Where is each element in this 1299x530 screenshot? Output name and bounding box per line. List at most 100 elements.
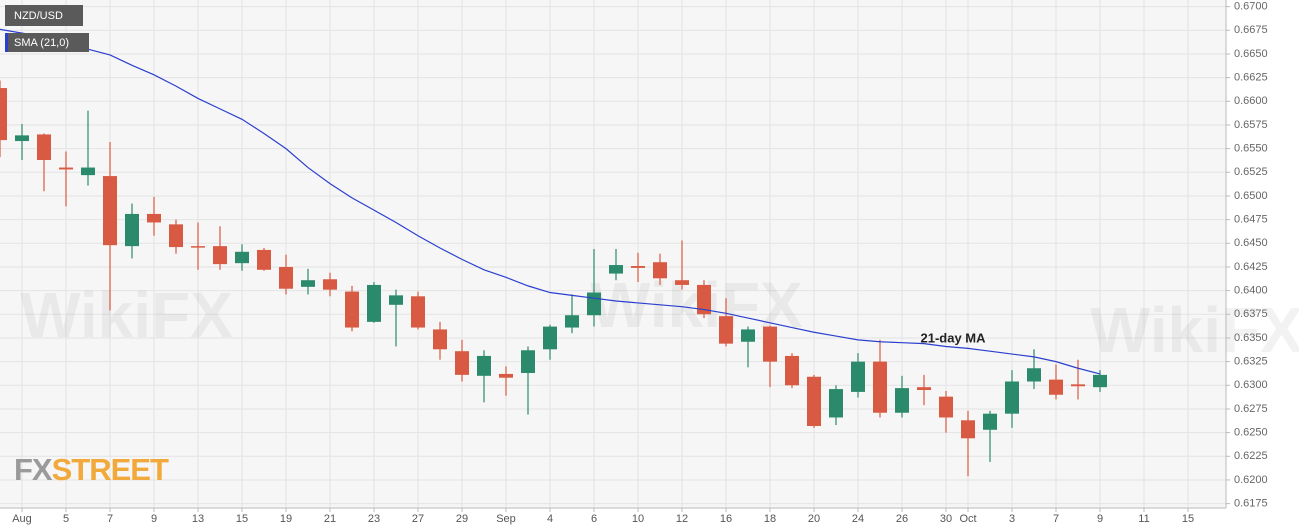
candle-body bbox=[477, 355, 491, 376]
marks bbox=[0, 28, 1107, 477]
candle-body bbox=[653, 262, 667, 279]
candle-body bbox=[81, 167, 95, 176]
candle-body bbox=[367, 284, 381, 322]
candle-body bbox=[191, 246, 205, 248]
plot-background bbox=[0, 0, 1226, 508]
y-tick-label: 0.6425 bbox=[1234, 261, 1268, 273]
x-tick-label: Oct bbox=[959, 513, 976, 525]
y-tick-label: 0.6475 bbox=[1234, 214, 1268, 226]
x-tick-label: 12 bbox=[676, 513, 688, 525]
logo-part: FX bbox=[14, 452, 53, 487]
candle-body bbox=[1093, 374, 1107, 388]
candle-body bbox=[785, 355, 799, 386]
candle-body bbox=[1027, 368, 1041, 382]
annotation: 21-day MA bbox=[920, 330, 986, 345]
x-tick-label: 6 bbox=[591, 513, 597, 525]
candle-body bbox=[807, 376, 821, 426]
candle-body bbox=[411, 296, 425, 328]
x-tick-label: 7 bbox=[107, 513, 113, 525]
logo-part: STREET bbox=[52, 452, 169, 487]
y-tick-label: 0.6275 bbox=[1234, 403, 1268, 415]
candle-body bbox=[983, 413, 997, 430]
x-tick-label: 27 bbox=[412, 513, 424, 525]
x-tick-label: 3 bbox=[1009, 513, 1015, 525]
candle-body bbox=[257, 249, 271, 270]
candle-body bbox=[103, 176, 117, 246]
y-tick-label: 0.6675 bbox=[1234, 24, 1268, 36]
candle-body bbox=[169, 224, 183, 248]
candle-body bbox=[851, 361, 865, 392]
x-tick-label: 9 bbox=[151, 513, 157, 525]
candle-body bbox=[125, 213, 139, 247]
candle-body bbox=[213, 246, 227, 265]
x-tick-label: 19 bbox=[280, 513, 292, 525]
y-tick-label: 0.6250 bbox=[1234, 427, 1268, 439]
candle-body bbox=[565, 315, 579, 328]
x-tick-label: 15 bbox=[1182, 513, 1194, 525]
candle-body bbox=[235, 251, 249, 264]
candle-body bbox=[1049, 379, 1063, 395]
y-tick-label: 0.6550 bbox=[1234, 143, 1268, 155]
candle-body bbox=[1071, 384, 1085, 387]
x-tick-label: 4 bbox=[547, 513, 553, 525]
watermark: WikiFX bbox=[1090, 294, 1299, 366]
candle-body bbox=[37, 134, 51, 160]
x-tick-label: 26 bbox=[896, 513, 908, 525]
x-tick-label: 18 bbox=[764, 513, 776, 525]
x-tick-label: 10 bbox=[632, 513, 644, 525]
candle-body bbox=[719, 316, 733, 344]
x-tick-label: 15 bbox=[236, 513, 248, 525]
candle-body bbox=[939, 396, 953, 418]
candle-body bbox=[15, 135, 29, 142]
x-tick-label: Sep bbox=[496, 513, 516, 525]
y-tick-label: 0.6575 bbox=[1234, 119, 1268, 131]
y-tick-label: 0.6200 bbox=[1234, 474, 1268, 486]
x-tick-label: 7 bbox=[1053, 513, 1059, 525]
candle-body bbox=[147, 213, 161, 223]
x-tick-label: 23 bbox=[368, 513, 380, 525]
x-tick-label: 5 bbox=[63, 513, 69, 525]
candle-body bbox=[917, 387, 931, 391]
candle-body bbox=[521, 350, 535, 373]
x-tick-label: 16 bbox=[720, 513, 732, 525]
candle-body bbox=[0, 88, 7, 141]
candle-body bbox=[873, 361, 887, 413]
candle-body bbox=[675, 280, 689, 285]
x-tick-label: 30 bbox=[940, 513, 952, 525]
y-tick-label: 0.6325 bbox=[1234, 356, 1268, 368]
indicator-text: SMA (21,0) bbox=[14, 37, 69, 49]
y-tick-label: 0.6175 bbox=[1234, 498, 1268, 510]
candle-body bbox=[587, 292, 601, 316]
x-tick-label: 21 bbox=[324, 513, 336, 525]
symbol-text: NZD/USD bbox=[14, 10, 63, 22]
x-tick-label: 11 bbox=[1138, 513, 1149, 525]
y-tick-label: 0.6350 bbox=[1234, 332, 1268, 344]
x-tick-label: 29 bbox=[456, 513, 468, 525]
candle-body bbox=[895, 388, 909, 413]
candle-body bbox=[829, 389, 843, 418]
candle-body bbox=[961, 420, 975, 439]
y-tick-label: 0.6650 bbox=[1234, 48, 1268, 60]
y-tick-label: 0.6225 bbox=[1234, 450, 1268, 462]
symbol-box bbox=[5, 5, 83, 26]
y-tick-label: 0.6400 bbox=[1234, 285, 1268, 297]
y-tick-label: 0.6625 bbox=[1234, 72, 1268, 84]
watermark: WikiFX bbox=[20, 279, 233, 351]
x-tick-label: 9 bbox=[1097, 513, 1103, 525]
candle-body bbox=[609, 265, 623, 274]
watermarks: WikiFX WikiFX WikiFX bbox=[20, 269, 1299, 366]
candle-body bbox=[697, 284, 711, 315]
sma-line bbox=[0, 28, 1101, 375]
candle-body bbox=[389, 295, 403, 305]
candle-body bbox=[741, 329, 755, 342]
candle-body bbox=[1005, 381, 1019, 414]
candle-body bbox=[279, 266, 293, 289]
x-tick-label: 24 bbox=[852, 513, 864, 525]
candle-body bbox=[543, 326, 557, 350]
indicator-label: SMA (21,0) bbox=[5, 33, 89, 52]
x-tick-label: 13 bbox=[192, 513, 204, 525]
y-tick-label: 0.6600 bbox=[1234, 95, 1268, 107]
grid bbox=[0, 0, 1226, 508]
